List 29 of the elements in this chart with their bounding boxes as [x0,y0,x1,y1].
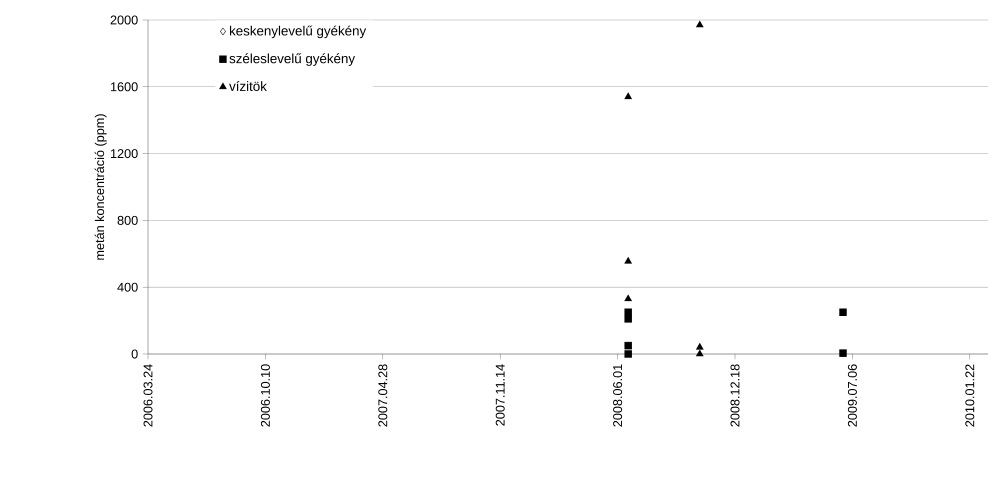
point [696,350,704,356]
point [624,257,632,264]
y-tick-label: 0 [132,350,138,358]
point [624,294,632,302]
x-tick-label: 2007.11.14 [496,364,505,426]
x-tick-label: 2009.07.06 [848,364,857,427]
point [624,315,632,323]
legend-label: széleslevelű gyékény [229,53,356,66]
y-tick-label: 2000 [110,16,138,24]
y-tick-label: 400 [117,282,138,292]
point [624,350,632,358]
x-tick-label: 2010.01.22 [965,364,974,427]
x-tick-label: 2006.10.10 [260,364,270,427]
y-tick-label: 1200 [110,149,138,158]
point [839,349,847,357]
x-tick-label: 2008.12.18 [730,364,740,427]
y-tick-label: 1600 [110,82,138,92]
point [839,308,847,316]
x-tick-label: 2008.06.01 [613,364,622,427]
y-tick-label: 800 [118,216,138,225]
x-tick-label: 2006.03.24 [144,364,152,427]
point [696,20,704,28]
point [696,343,704,350]
point [624,342,632,350]
y-axis-title: metán koncentráció (ppm) [94,114,107,260]
point [624,92,632,100]
x-tick-label: 2007.04.28 [378,364,388,427]
legend-label: keskenylevelű gyékény [230,26,366,38]
legend-label: vízitök [229,81,267,91]
